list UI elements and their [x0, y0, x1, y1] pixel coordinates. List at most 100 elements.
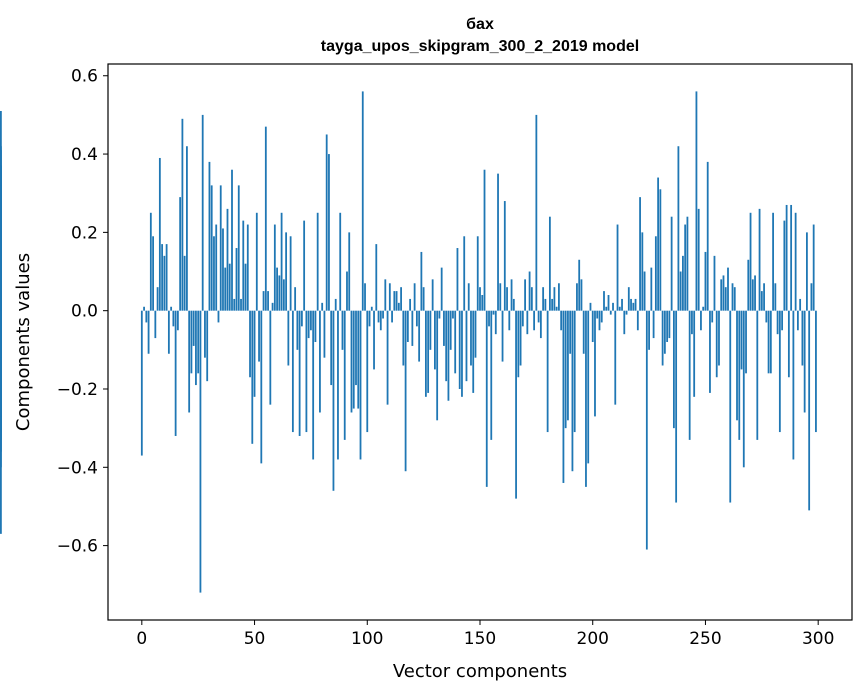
bar-122: [415, 310, 418, 327]
bar-133: [440, 267, 443, 311]
bar-281: [774, 283, 777, 311]
bar-289: [792, 310, 795, 460]
bar-294: [803, 310, 806, 413]
bar-115: [400, 287, 402, 311]
bar-0: [140, 310, 143, 456]
bar-80: [321, 302, 324, 311]
bar-161: [503, 201, 506, 311]
bar-219: [634, 298, 637, 311]
bar-39: [228, 263, 231, 311]
bar-298: [812, 224, 815, 311]
bar-158: [497, 173, 499, 311]
bar-120: [411, 310, 414, 346]
bar-245: [693, 310, 696, 397]
bar-123: [418, 310, 421, 362]
bar-69: [296, 310, 299, 350]
x-axis-label: Vector components: [393, 661, 567, 682]
bar-47: [246, 224, 249, 311]
bar-82: [325, 134, 328, 311]
bar-104: [375, 244, 378, 311]
bar-51: [255, 212, 258, 311]
bar-105: [377, 310, 380, 323]
bar-172: [528, 271, 531, 311]
bar-179: [544, 298, 547, 311]
bar-292: [799, 298, 802, 311]
bar-227: [652, 310, 655, 339]
bar-11: [165, 244, 168, 311]
bar-70: [298, 310, 301, 436]
bar-127: [427, 310, 430, 393]
bar-217: [630, 298, 632, 311]
bar-257: [720, 279, 723, 311]
bar-233: [666, 310, 669, 342]
bar-113: [395, 291, 398, 311]
bar-234: [668, 310, 671, 339]
bar-53: [260, 310, 263, 464]
bar-50: [253, 310, 256, 397]
bar-284: [781, 310, 784, 331]
bar-124: [420, 251, 423, 311]
bar-224: [645, 310, 648, 550]
bar-279: [769, 310, 772, 374]
bar-99: [364, 283, 366, 311]
bar-255: [715, 310, 718, 378]
bar-228: [654, 236, 657, 311]
bar-273: [756, 310, 759, 440]
bar-72: [303, 220, 306, 311]
bar-87: [337, 310, 339, 460]
bar-29: [206, 310, 209, 382]
bar-290: [794, 212, 797, 311]
bar-89: [341, 310, 344, 350]
bar-296: [808, 310, 811, 511]
y-tick-label: 0.6: [71, 67, 98, 87]
bar-7: [156, 287, 159, 311]
bar-168: [519, 310, 522, 366]
bar-131: [436, 310, 439, 421]
bar-36: [222, 228, 224, 311]
bar-106: [379, 310, 382, 331]
x-tick-label: 300: [802, 629, 834, 649]
bar-211: [616, 224, 619, 311]
bar-260: [727, 267, 729, 311]
bar-164: [510, 279, 513, 311]
bar-269: [747, 259, 750, 311]
bar-293: [801, 310, 804, 366]
bar-138: [452, 310, 454, 319]
bar-188: [564, 310, 567, 429]
bar-45: [242, 220, 245, 311]
bar-49: [251, 310, 254, 444]
bar-181: [548, 216, 551, 311]
bar-66: [289, 236, 292, 311]
bar-54: [262, 291, 265, 311]
y-tick-label: 0.2: [71, 223, 98, 243]
bar-241: [684, 224, 687, 311]
bar-61: [278, 275, 281, 311]
bar-143: [463, 236, 466, 311]
bar-236: [672, 310, 675, 429]
bar-267: [742, 310, 745, 468]
bar-275: [760, 291, 763, 311]
bar-199: [589, 302, 592, 311]
bar-140: [456, 248, 459, 311]
bar-262: [731, 283, 734, 311]
bar-126: [424, 310, 427, 397]
bar-249: [702, 306, 705, 311]
axes-group: 0 50 100 150 200 250 300 −0.6 −0.4 −0.2 0.0 0.2 0.4 0…: [57, 67, 835, 649]
bar-163: [508, 310, 511, 331]
bar-250: [704, 251, 707, 311]
bar-189: [567, 310, 569, 421]
bar-270: [749, 212, 752, 311]
bar-235: [670, 216, 673, 311]
bar-8: [158, 157, 161, 311]
bar-155: [490, 310, 493, 440]
bar-74: [307, 310, 310, 339]
bar-34: [217, 310, 220, 323]
bar-13: [170, 306, 173, 311]
bar-280: [772, 212, 774, 311]
bar-91: [346, 271, 348, 311]
bar-220: [636, 310, 639, 331]
bar-48: [249, 310, 251, 378]
bar-215: [625, 310, 628, 315]
bar-6: [154, 310, 157, 339]
bar-271: [751, 279, 754, 311]
